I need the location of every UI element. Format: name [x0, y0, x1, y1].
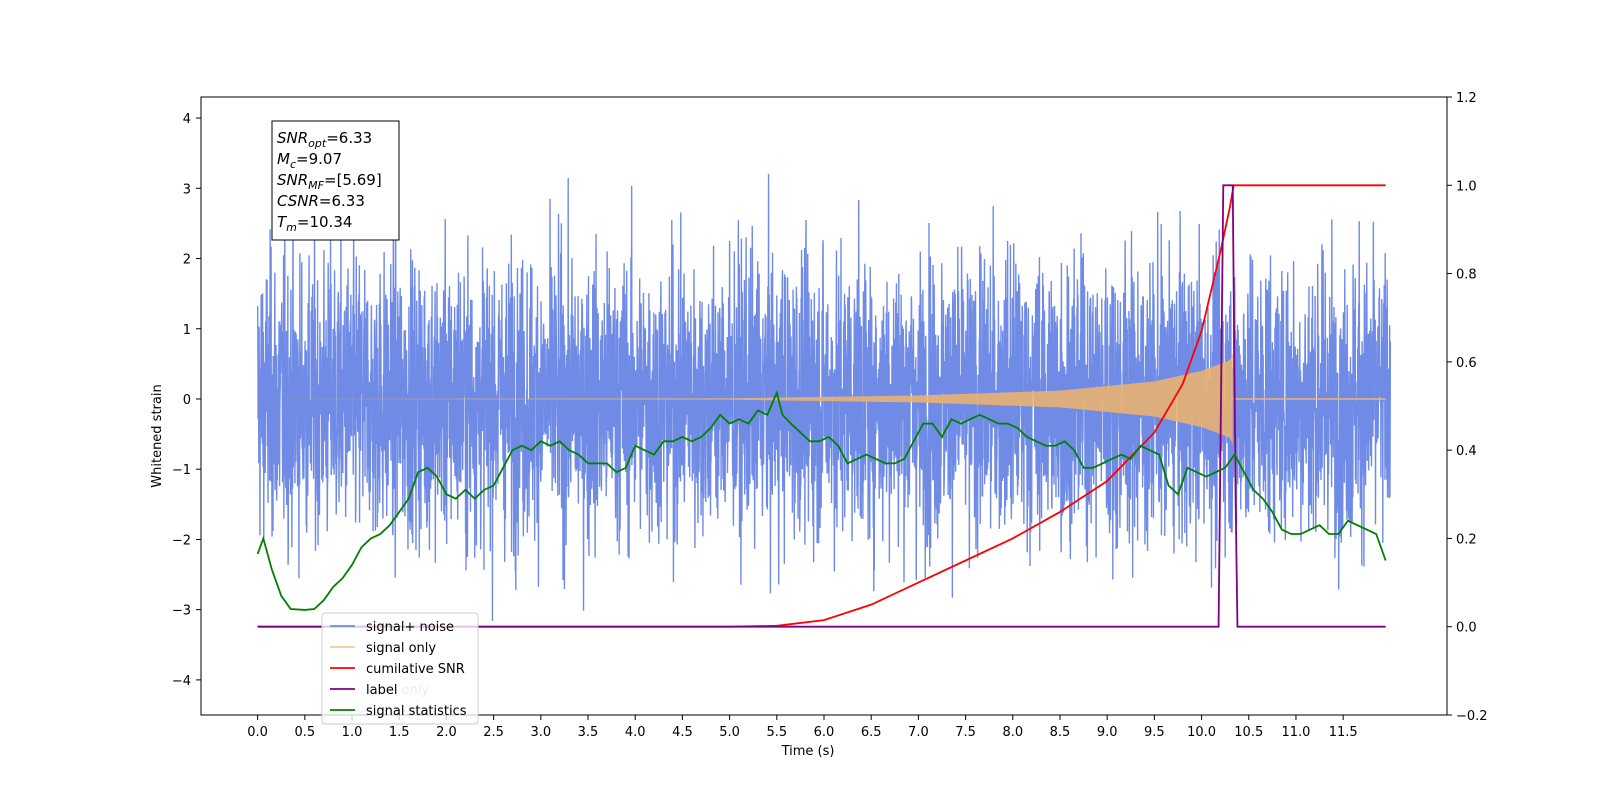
legend-label: label [366, 683, 397, 698]
y-axis-label: Whitened strain [150, 384, 165, 487]
annotation-line: CSNR=6.33 [277, 192, 365, 210]
annotation-line: Mc=9.07 [277, 150, 342, 171]
y2-tick-label: 0.0 [1456, 621, 1477, 636]
series-signal-only-envelope [257, 353, 1233, 445]
legend-label: signal only [366, 641, 436, 656]
annotation-value: =6.33 [326, 129, 372, 147]
annotation-subscript: c [290, 158, 296, 171]
x-tick-label: 10.0 [1187, 725, 1216, 740]
x-tick-label: 10.5 [1234, 725, 1263, 740]
y-tick-label: −3 [172, 604, 191, 619]
x-tick-label: 8.5 [1050, 725, 1071, 740]
x-tick-label: 1.0 [342, 725, 363, 740]
x-tick-label: 7.0 [908, 725, 929, 740]
legend-label: signal statistics [366, 704, 467, 719]
x-tick-label: 8.0 [1002, 725, 1023, 740]
annotation-symbol: SNR [277, 171, 308, 189]
annotation-line: SNRopt=6.33 [277, 129, 372, 150]
y-tick-label: −1 [172, 463, 191, 478]
y-tick-label: −2 [172, 533, 191, 548]
y-tick-label: 1 [183, 323, 191, 338]
x-tick-label: 6.5 [861, 725, 882, 740]
x-tick-label: 1.5 [389, 725, 410, 740]
legend: label onlysignal statisticssignal+ noise… [321, 612, 479, 725]
plot-area [256, 173, 1392, 628]
annotation-symbol: M [277, 150, 290, 168]
x-tick-label: 6.0 [814, 725, 835, 740]
legend-label: cumilative SNR [366, 662, 465, 677]
x-tick-label: 4.5 [672, 725, 693, 740]
y-tick-label: 0 [183, 393, 191, 408]
y-tick-label: 4 [183, 112, 191, 127]
y2-tick-label: 0.8 [1456, 268, 1477, 283]
x-tick-label: 2.5 [483, 725, 504, 740]
annotation-value: =6.33 [319, 192, 365, 210]
x-tick-label: 4.0 [625, 725, 646, 740]
annotation-box: SNRopt=6.33Mc=9.07SNRMF=[5.69]CSNR=6.33T… [271, 120, 400, 241]
x-tick-label: 2.0 [436, 725, 457, 740]
x-tick-label: 11.0 [1281, 725, 1310, 740]
annotation-value: =9.07 [296, 150, 342, 168]
annotation-symbol: SNR [277, 129, 308, 147]
y2-tick-label: 0.6 [1456, 356, 1477, 371]
annotation-subscript: MF [308, 179, 324, 192]
x-tick-label: 5.0 [719, 725, 740, 740]
y2-tick-label: 0.2 [1456, 532, 1477, 547]
y-tick-label: −4 [172, 674, 191, 689]
x-tick-label: 5.5 [766, 725, 787, 740]
y-tick-label: 2 [183, 253, 191, 268]
x-axis-label: Time (s) [781, 744, 835, 759]
annotation-subscript: m [286, 221, 297, 234]
annotation-value: =[5.69] [324, 171, 382, 189]
x-tick-label: 3.0 [530, 725, 551, 740]
y2-tick-label: −0.2 [1456, 709, 1488, 724]
series-label-line [257, 184, 1386, 628]
y-tick-label: 3 [183, 182, 191, 197]
series-signal-statistics-line [256, 389, 1387, 611]
annotation-symbol: T [277, 213, 288, 231]
annotation-symbol: CSNR [277, 192, 319, 210]
annotation-subscript: opt [308, 137, 327, 150]
legend-frame [321, 612, 479, 725]
x-tick-label: 7.5 [955, 725, 976, 740]
x-tick-label: 3.5 [578, 725, 599, 740]
y2-tick-label: 0.4 [1456, 444, 1477, 459]
x-tick-label: 0.5 [294, 725, 315, 740]
y2-tick-label: 1.0 [1456, 179, 1477, 194]
legend-label: signal+ noise [366, 620, 454, 635]
x-tick-label: 9.0 [1097, 725, 1118, 740]
y2-tick-label: 1.2 [1456, 91, 1477, 106]
annotation-value: =10.34 [297, 213, 353, 231]
annotation-line: Tm=10.34 [277, 213, 352, 234]
axes: 0.0 0.5 1.0 1.5 2.0 2.5 3.0 3.5 4.0 4.5 5.0 5.5 6.0 6… [172, 91, 1488, 740]
x-tick-label: 0.0 [247, 725, 268, 740]
series-signal-noise-line [256, 173, 1392, 621]
x-tick-label: 11.5 [1329, 725, 1358, 740]
annotation-line: SNRMF=[5.69] [277, 171, 382, 192]
x-tick-label: 9.5 [1144, 725, 1165, 740]
annotation-frame [271, 120, 400, 241]
